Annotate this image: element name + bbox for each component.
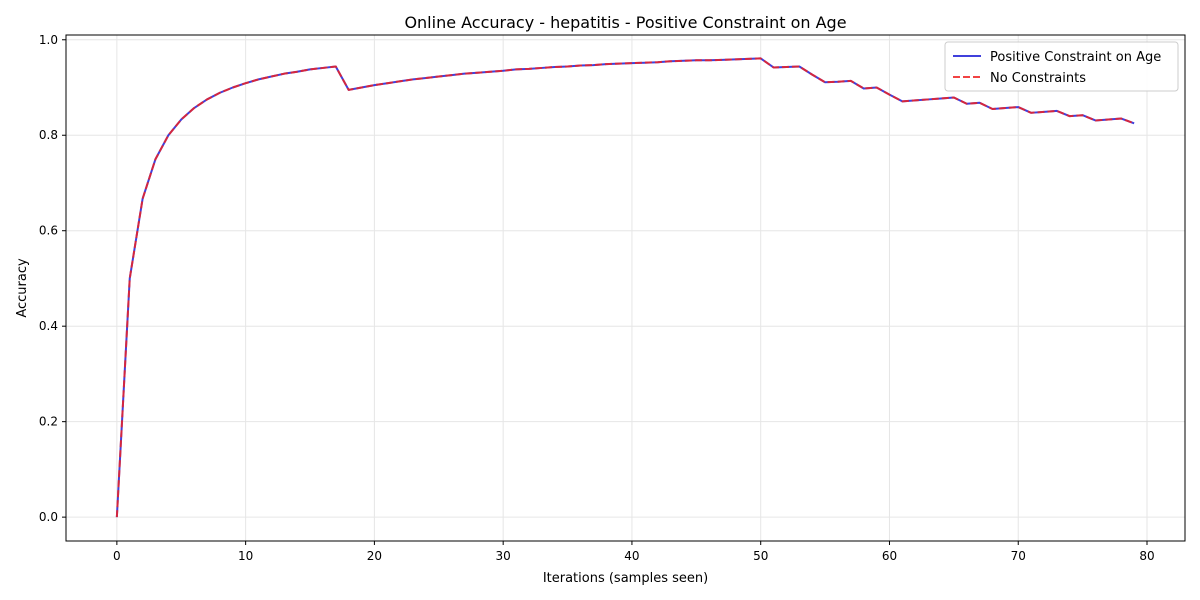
y-tick-label: 0.8: [39, 128, 58, 142]
y-tick-label: 0.2: [39, 415, 58, 429]
legend-label-positive-constraint: Positive Constraint on Age: [990, 50, 1161, 65]
series-line-1: [115, 57, 1135, 518]
x-tick-label: 80: [1139, 549, 1154, 563]
legend: Positive Constraint on Age No Constraint…: [944, 41, 1179, 92]
y-tick-label: 0.4: [39, 319, 58, 333]
x-axis-label: Iterations (samples seen): [543, 571, 708, 586]
y-tick-label: 0.6: [39, 224, 58, 238]
y-axis-label: Accuracy: [15, 258, 30, 318]
chart-title: Online Accuracy - hepatitis - Positive C…: [404, 13, 846, 32]
legend-label-no-constraints: No Constraints: [990, 71, 1086, 86]
x-axis-ticks: 0 10 20 30 40 50 60 70 80: [113, 541, 1155, 563]
x-tick-label: 10: [238, 549, 253, 563]
x-tick-label: 30: [496, 549, 511, 563]
y-axis-ticks: 0.0 0.2 0.4 0.6 0.8 1.0: [39, 33, 66, 524]
y-tick-label: 0.0: [39, 510, 58, 524]
grid: [66, 35, 1185, 541]
x-tick-label: 70: [1011, 549, 1026, 563]
x-tick-label: 20: [367, 549, 382, 563]
x-tick-label: 40: [624, 549, 639, 563]
x-tick-label: 60: [882, 549, 897, 563]
x-tick-label: 50: [753, 549, 768, 563]
plot-frame: [65, 34, 1186, 542]
y-tick-label: 1.0: [39, 33, 58, 47]
series-layer: [115, 57, 1135, 518]
legend-box: [944, 41, 1179, 92]
x-tick-label: 0: [113, 549, 121, 563]
